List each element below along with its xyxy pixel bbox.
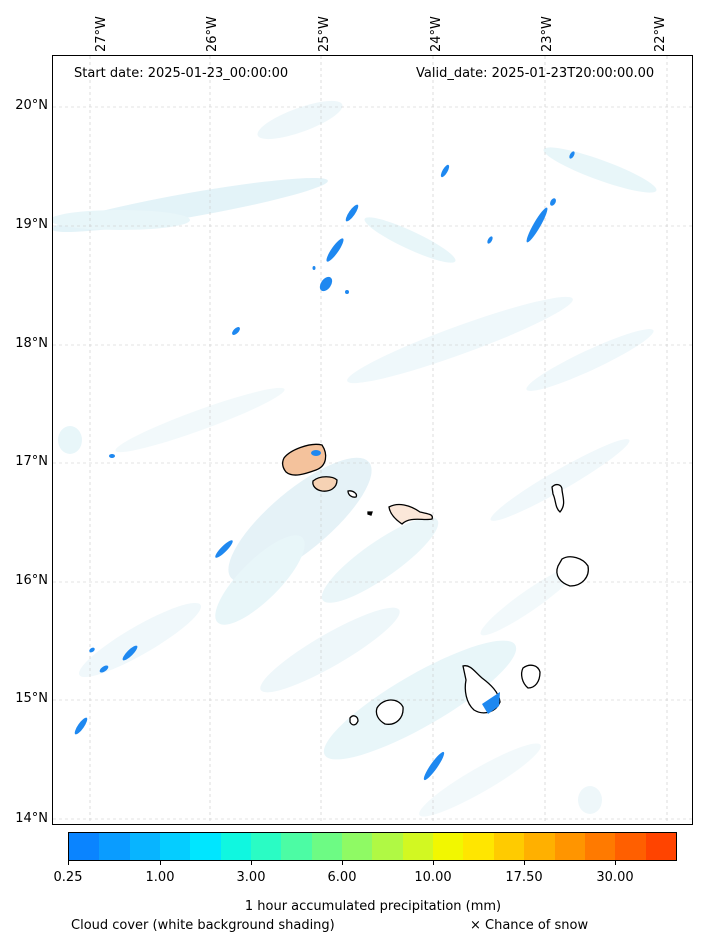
precip-cell <box>122 645 138 661</box>
colorbar-swatch <box>190 833 221 860</box>
colorbar-swatch <box>220 833 252 860</box>
colorbar-tick: 30.00 <box>596 870 634 885</box>
precip-cell <box>487 236 493 244</box>
start-date-label: Start date: 2025-01-23_00:00:00 <box>74 66 289 81</box>
island-santa-luzia <box>347 490 358 498</box>
island-sao-vicente <box>312 476 338 492</box>
lat-label-20: 20°N <box>15 98 48 113</box>
precip-cell <box>550 198 556 206</box>
precipitation-layer <box>74 151 575 781</box>
lon-label-24: 24°W <box>429 16 444 52</box>
colorbar-swatch <box>160 833 191 860</box>
precip-cell <box>423 751 445 781</box>
lat-label-14: 14°N <box>15 811 48 826</box>
island-sal <box>551 483 565 513</box>
lat-label-15: 15°N <box>15 691 48 706</box>
precip-colorbar <box>68 832 677 861</box>
colorbar-swatch <box>554 833 585 860</box>
colorbar-swatch <box>584 833 616 860</box>
precip-cell <box>326 238 344 262</box>
lon-label-22: 22°W <box>653 16 668 52</box>
precip-cell <box>215 540 233 558</box>
precip-cell <box>99 665 109 673</box>
precip-cell <box>345 290 349 294</box>
colorbar-swatch <box>281 833 312 860</box>
island-boa-vista <box>556 556 589 587</box>
colorbar-tick: 17.50 <box>505 870 543 885</box>
lon-label-25: 25°W <box>317 16 332 52</box>
colorbar-tick: 3.00 <box>236 870 266 885</box>
lat-label-18: 18°N <box>15 336 48 351</box>
cloud-cover-legend: Cloud cover (white background shading) <box>71 918 335 933</box>
precip-cell <box>440 164 450 178</box>
precip-cell <box>569 151 575 159</box>
precip-cell <box>311 450 321 456</box>
precip-cell <box>482 692 500 714</box>
colorbar-swatch <box>251 833 282 860</box>
cloud-cover-layer <box>53 100 657 817</box>
colorbar-tick: 1.00 <box>145 870 175 885</box>
precip-cell <box>345 204 359 222</box>
lon-label-23: 23°W <box>540 16 555 52</box>
graticule <box>53 56 692 824</box>
precip-cell <box>232 327 240 335</box>
lon-label-26: 26°W <box>205 16 220 52</box>
precip-cell <box>312 266 316 270</box>
lat-label-17: 17°N <box>15 454 48 469</box>
colorbar-swatch <box>402 833 434 860</box>
colorbar-swatch <box>69 833 100 860</box>
precip-cell <box>74 717 88 735</box>
colorbar-swatch <box>311 833 343 860</box>
lat-label-19: 19°N <box>15 217 48 232</box>
colorbar-swatch <box>524 833 555 860</box>
colorbar-swatch <box>615 833 646 860</box>
valid-date-label: Valid_date: 2025-01-23T20:00:00.00 <box>416 66 655 81</box>
lon-label-27: 27°W <box>94 16 109 52</box>
lat-label-16: 16°N <box>15 573 48 588</box>
colorbar-label: 1 hour accumulated precipitation (mm) <box>244 899 502 914</box>
island-sao-nicolau <box>388 503 434 525</box>
colorbar-swatch <box>372 833 403 860</box>
colorbar-tick: 6.00 <box>327 870 357 885</box>
colorbar-swatch <box>493 833 525 860</box>
snow-legend: × Chance of snow <box>470 918 589 933</box>
island-brava <box>349 715 359 726</box>
island-maio <box>521 664 541 689</box>
colorbar-tick: 0.25 <box>53 870 83 885</box>
colorbar-swatch <box>342 833 373 860</box>
colorbar-swatch <box>645 833 676 860</box>
precip-cell <box>89 647 95 653</box>
island-razo <box>367 511 373 516</box>
precip-cell <box>526 207 548 243</box>
precip-cell <box>319 276 333 292</box>
precip-cell <box>109 454 115 458</box>
colorbar-tick: 10.00 <box>414 870 452 885</box>
colorbar-swatch <box>433 833 464 860</box>
colorbar-swatch <box>129 833 161 860</box>
island-fogo <box>375 699 404 725</box>
colorbar-swatch <box>99 833 130 860</box>
colorbar-swatch <box>463 833 494 860</box>
